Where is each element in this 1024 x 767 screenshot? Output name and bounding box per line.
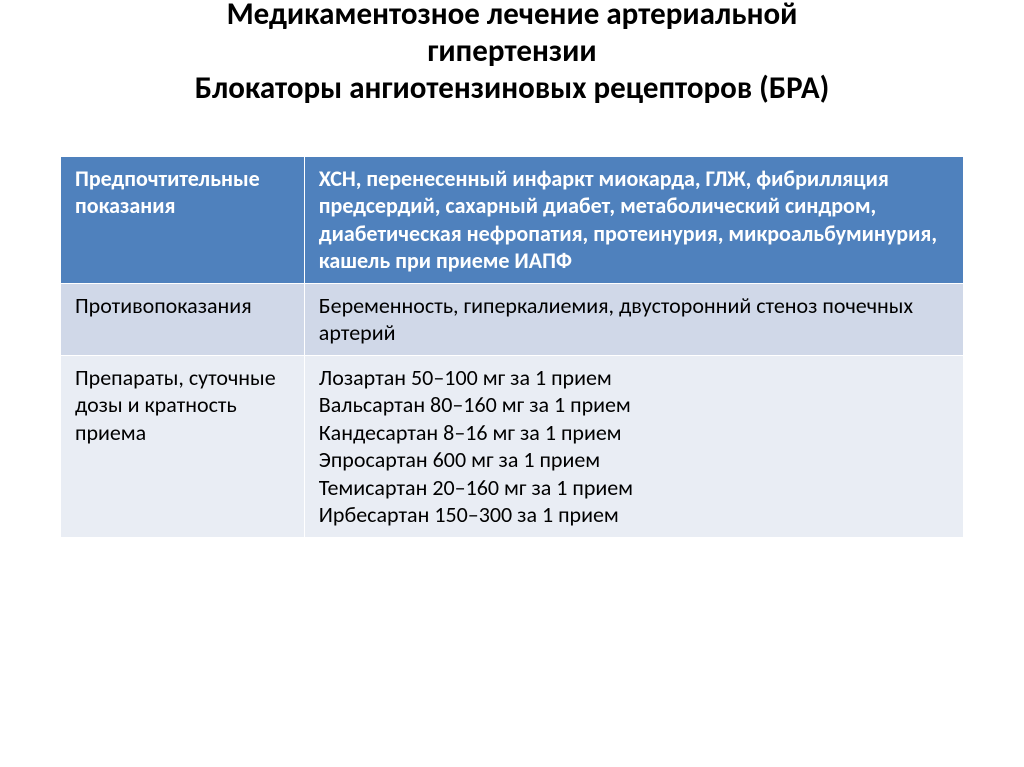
cell-label: Препараты, суточные дозы и кратность при…: [61, 355, 305, 537]
table-row: Препараты, суточные дозы и кратность при…: [61, 355, 964, 537]
title-line-1: Медикаментозное лечение артериальной: [227, 0, 798, 33]
drug-line: Лозартан 50–100 мг за 1 прием: [319, 364, 949, 392]
cell-label: Противопоказания: [61, 283, 305, 355]
drug-line: Эпросартан 600 мг за 1 прием: [319, 446, 949, 474]
drug-line: Кандесартан 8–16 мг за 1 прием: [319, 419, 949, 447]
title-line-2: гипертензии: [427, 32, 596, 70]
content-table-container: Предпочтительные показания ХСН, перенесе…: [60, 156, 964, 538]
cell-value: Беременность, гиперкалиемия, двусторонни…: [304, 283, 963, 355]
slide: Медикаментозное лечение артериальной гип…: [0, 0, 1024, 763]
title-line-3: Блокаторы ангиотензиновых рецепторов (БР…: [195, 69, 830, 107]
table-row: Противопоказания Беременность, гиперкали…: [61, 283, 964, 355]
drug-line: Вальсартан 80–160 мг за 1 прием: [319, 391, 949, 419]
drug-line: Темисартан 20–160 мг за 1 прием: [319, 474, 949, 502]
content-table: Предпочтительные показания ХСН, перенесе…: [60, 156, 964, 538]
cell-value: ХСН, перенесенный инфаркт миокарда, ГЛЖ,…: [304, 156, 963, 283]
cell-value: Лозартан 50–100 мг за 1 приемВальсартан …: [304, 355, 963, 537]
drug-line: Ирбесартан 150–300 за 1 прием: [319, 501, 949, 529]
cell-label: Предпочтительные показания: [61, 156, 305, 283]
slide-title: Медикаментозное лечение артериальной гип…: [0, 0, 1024, 108]
table-row: Предпочтительные показания ХСН, перенесе…: [61, 156, 964, 283]
